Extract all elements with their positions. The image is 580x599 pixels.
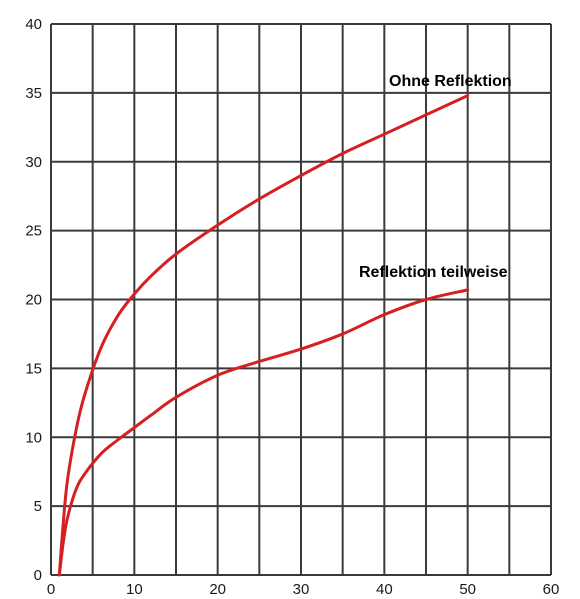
series-label-reflektion-teilweise: Reflektion teilweise bbox=[359, 264, 508, 281]
y-tick-label: 30 bbox=[25, 154, 42, 171]
y-tick-label: 40 bbox=[25, 16, 42, 33]
series-lines bbox=[57, 94, 470, 577]
y-tick-label: 25 bbox=[25, 223, 42, 240]
series-label-ohne-reflektion: Ohne Reflektion bbox=[389, 73, 512, 90]
y-tick-label: 15 bbox=[25, 360, 42, 377]
series-line-ohne-reflektion bbox=[57, 94, 470, 577]
y-tick-label: 35 bbox=[25, 85, 42, 102]
x-tick-label: 0 bbox=[47, 581, 55, 598]
x-tick-label: 50 bbox=[459, 581, 476, 598]
y-tick-label: 0 bbox=[34, 567, 42, 584]
y-tick-label: 5 bbox=[34, 498, 42, 515]
x-tick-label: 10 bbox=[126, 581, 143, 598]
y-tick-label: 10 bbox=[25, 429, 42, 446]
y-axis-ticks: 0 5 10 15 20 25 30 35 40 bbox=[25, 16, 42, 584]
x-tick-label: 20 bbox=[209, 581, 226, 598]
series-line-reflektion-teilweise bbox=[57, 288, 470, 577]
x-tick-label: 40 bbox=[376, 581, 393, 598]
y-tick-label: 20 bbox=[25, 292, 42, 309]
x-tick-label: 30 bbox=[293, 581, 310, 598]
x-axis-ticks: 0 10 20 30 40 50 60 bbox=[47, 581, 560, 598]
x-tick-label: 60 bbox=[543, 581, 560, 598]
